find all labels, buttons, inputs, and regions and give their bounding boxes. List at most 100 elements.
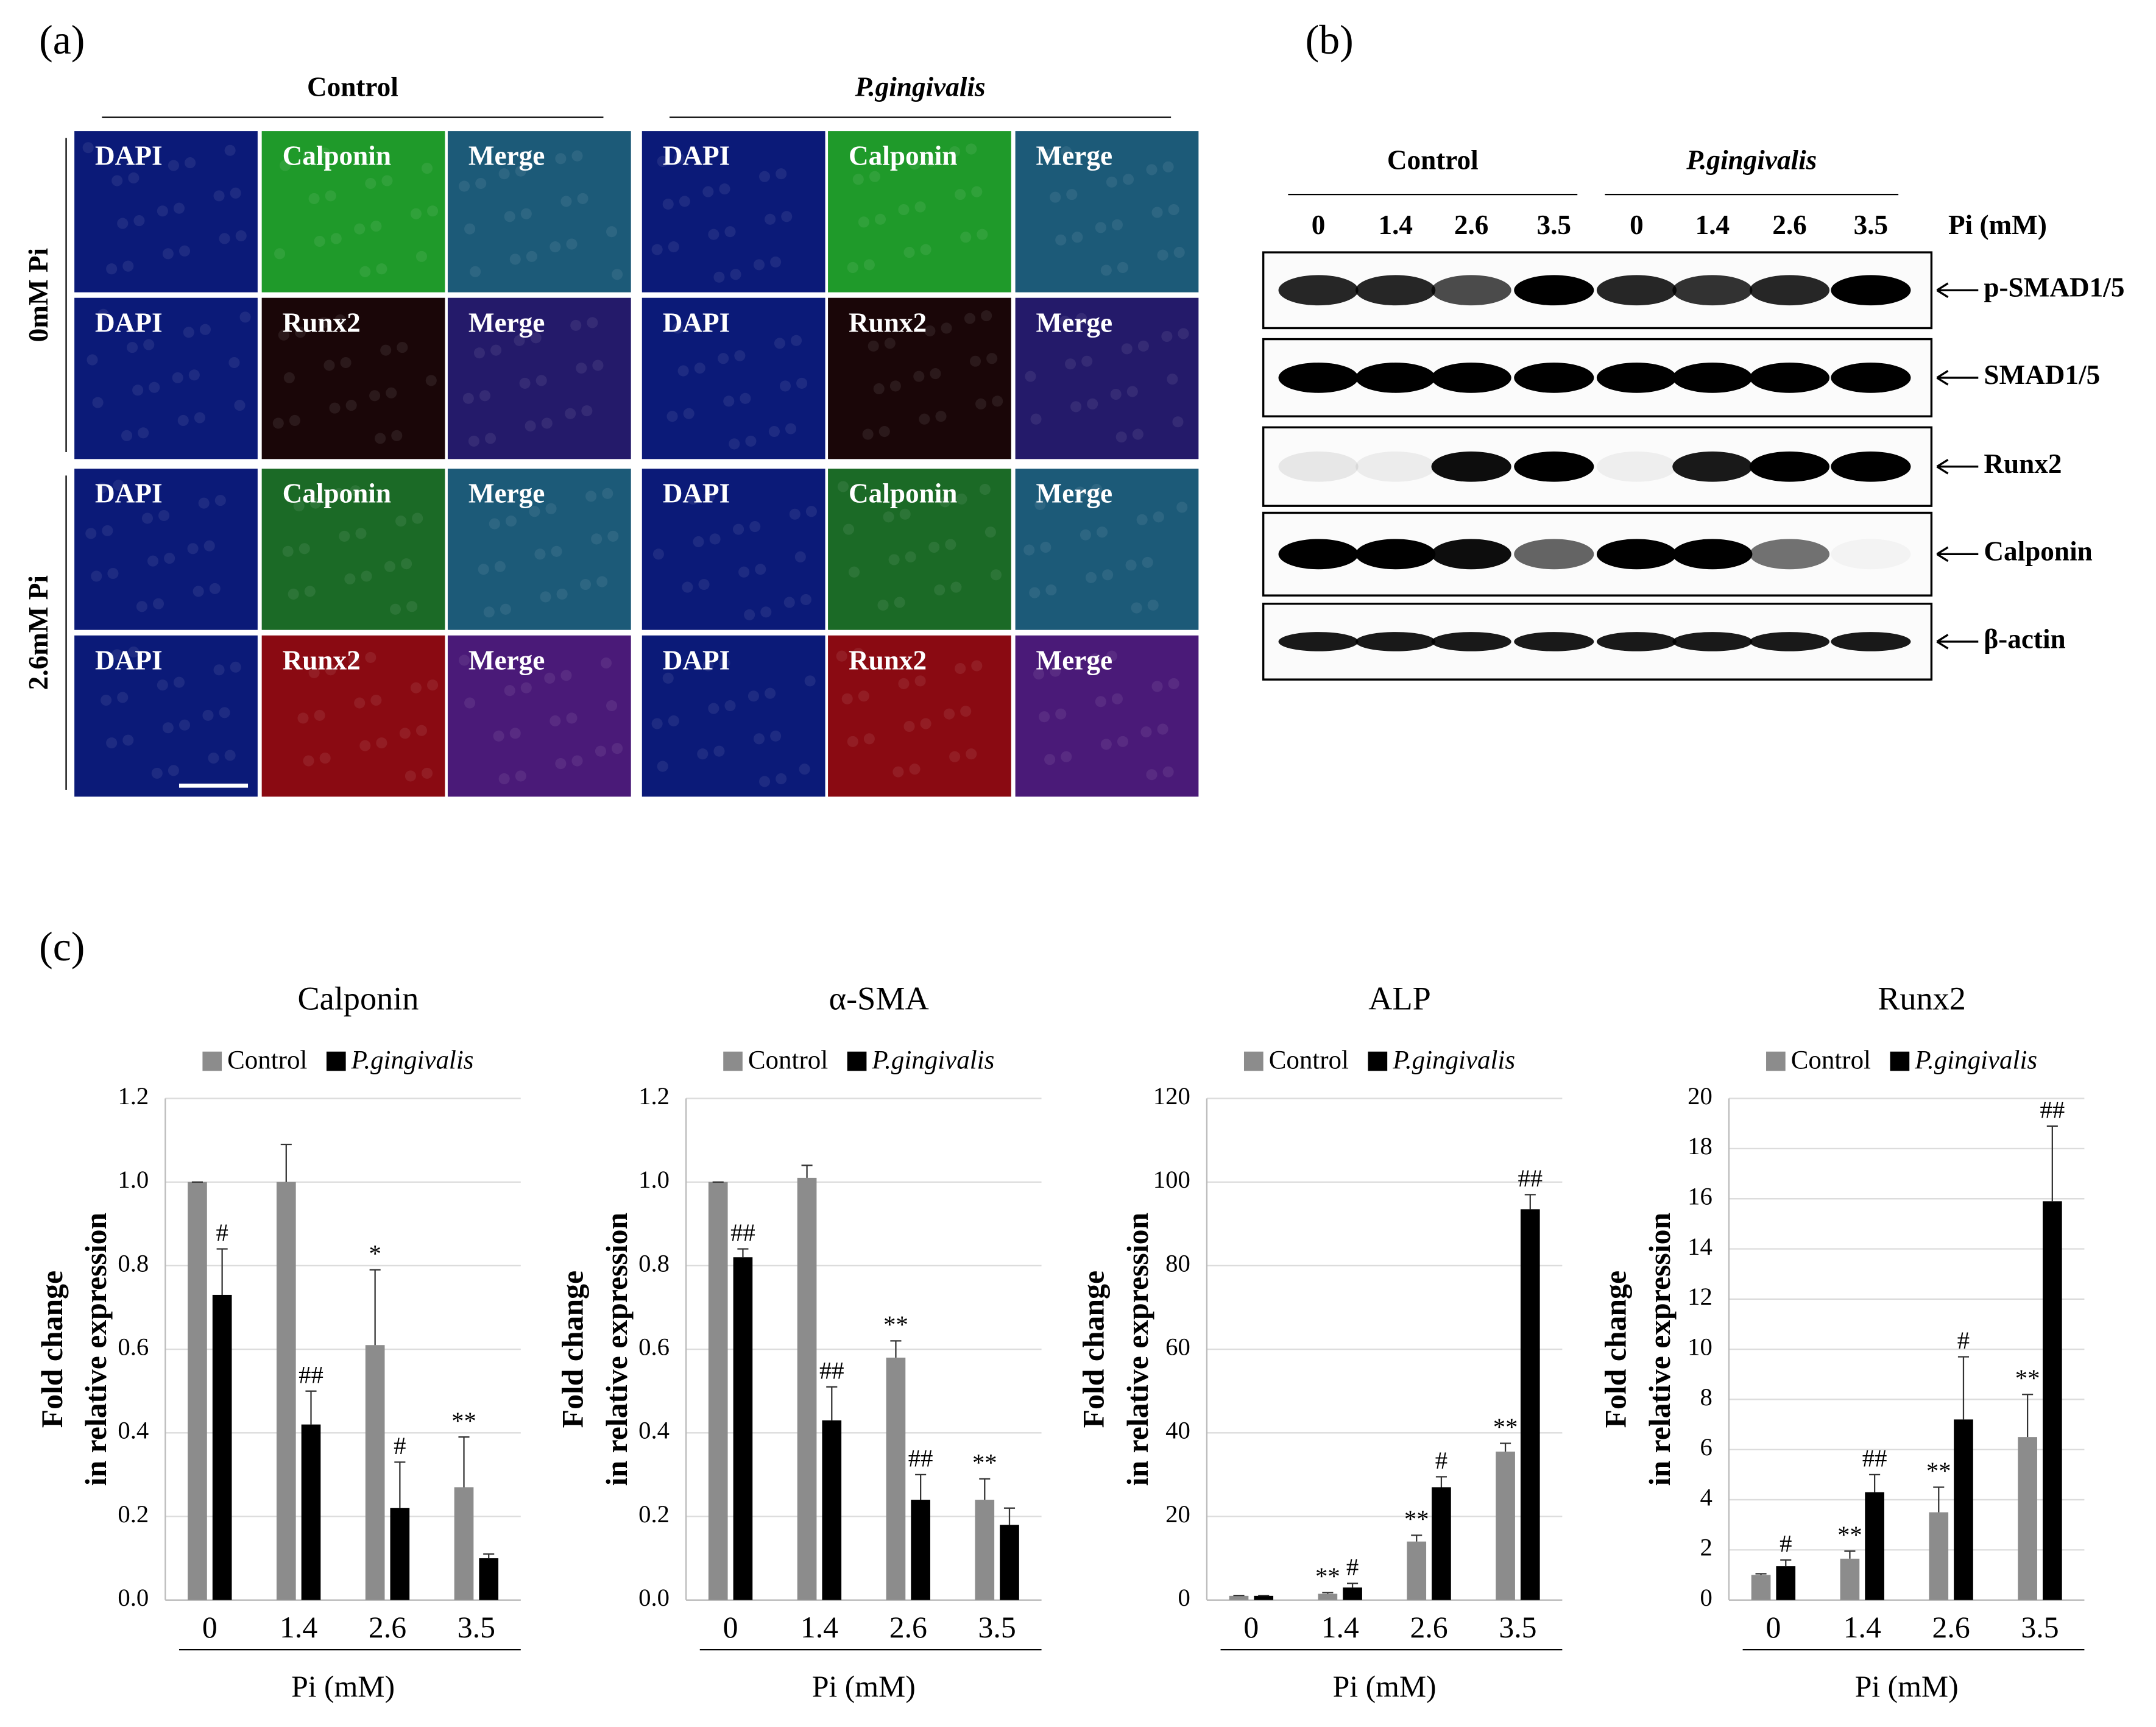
bar	[2018, 1437, 2037, 1600]
bar	[1954, 1419, 1973, 1600]
cell-texture	[702, 660, 714, 672]
cell-texture	[555, 758, 567, 770]
legend-swatch	[1766, 1051, 1786, 1071]
cell-texture	[280, 160, 291, 171]
y-tick-label: 1.2	[638, 1082, 670, 1110]
cell-texture	[493, 730, 504, 742]
cell-texture	[905, 551, 916, 562]
cell-texture	[858, 216, 869, 228]
blot-band	[1278, 275, 1359, 306]
blot-band	[1278, 363, 1359, 393]
cell-texture	[779, 380, 791, 392]
cell-texture	[555, 153, 567, 165]
bar	[276, 1182, 296, 1600]
cell-texture	[1132, 428, 1143, 440]
cell-texture	[529, 506, 540, 517]
blot-band	[1749, 275, 1830, 306]
cell-texture	[380, 344, 392, 356]
cell-texture	[355, 528, 367, 539]
cell-texture	[852, 648, 864, 659]
blot-band	[1278, 632, 1359, 651]
micrograph	[447, 635, 631, 797]
cell-texture	[92, 397, 104, 408]
cell-texture	[979, 484, 991, 495]
cell-texture	[334, 314, 346, 325]
cell-texture	[1146, 164, 1158, 176]
micrograph	[1015, 297, 1199, 459]
cell-texture	[427, 205, 439, 217]
cell-texture	[1090, 484, 1103, 495]
y-tick-label: 100	[1153, 1166, 1190, 1193]
cell-texture	[545, 503, 557, 514]
y-tick-label: 20	[1165, 1500, 1190, 1528]
cell-texture	[138, 427, 149, 439]
cell-texture	[136, 601, 147, 612]
cell-texture	[504, 211, 515, 222]
cell-label: Merge	[468, 141, 545, 171]
cell-texture	[903, 720, 915, 732]
y-axis-label: in relative expression	[79, 1213, 113, 1486]
cell-texture	[730, 269, 741, 280]
cell-texture	[509, 254, 521, 265]
cell-texture	[1076, 313, 1087, 324]
error-bar	[1003, 1507, 1016, 1525]
cell-texture	[293, 500, 305, 512]
cell-label: Merge	[1036, 307, 1113, 338]
cell-texture	[530, 332, 542, 344]
x-tick-label: 1.4	[1321, 1611, 1359, 1644]
cell-texture	[571, 150, 583, 161]
y-tick-label: 0.4	[118, 1417, 149, 1444]
cell-texture	[708, 229, 719, 240]
band-label: Calponin	[1984, 536, 2092, 567]
significance-marker: **	[1404, 1505, 1429, 1533]
cell-texture	[1147, 599, 1159, 611]
cell-texture	[288, 588, 299, 600]
cell-texture	[837, 481, 849, 492]
legend-swatch	[1368, 1051, 1388, 1071]
cell-label: Calponin	[849, 478, 957, 509]
bar	[1229, 1595, 1249, 1600]
cell-texture	[209, 583, 221, 594]
cell-texture	[924, 325, 936, 337]
cell-texture	[789, 508, 801, 520]
cell-texture	[1102, 569, 1114, 581]
cell-texture	[318, 317, 330, 328]
blot-band	[1431, 451, 1511, 482]
cell-texture	[162, 722, 174, 734]
cell-texture	[565, 408, 576, 419]
chart-title: Runx2	[1878, 981, 1966, 1017]
cell-label: Runx2	[283, 645, 361, 675]
cell-texture	[930, 368, 941, 380]
cell-texture	[1085, 572, 1097, 583]
y-axis-label: in relative expression	[1643, 1213, 1677, 1486]
cell-texture	[498, 168, 510, 180]
y-tick-label: 0.2	[118, 1500, 149, 1528]
cell-texture	[955, 189, 966, 200]
blot-band	[1749, 363, 1830, 393]
cell-label: Runx2	[283, 307, 361, 338]
cell-texture	[1136, 514, 1148, 525]
cell-label: DAPI	[663, 478, 730, 509]
micrograph	[261, 635, 445, 797]
arrow	[1936, 370, 1979, 386]
cell-texture	[158, 509, 170, 522]
cell-texture	[193, 586, 204, 597]
bar	[1000, 1525, 1019, 1600]
y-tick-label: 0.2	[638, 1500, 670, 1528]
cell-texture	[990, 569, 1002, 581]
cell-texture	[909, 764, 921, 775]
cell-texture	[157, 679, 168, 691]
cell-texture	[483, 606, 495, 618]
cell-texture	[470, 266, 481, 277]
error-bar	[915, 1473, 927, 1500]
cell-texture	[600, 657, 612, 669]
significance-marker: **	[451, 1407, 476, 1434]
x-tick-label: 3.5	[2021, 1611, 2059, 1644]
arrow	[1936, 282, 1979, 299]
cell-texture	[314, 235, 325, 247]
significance-marker: **	[1837, 1521, 1862, 1548]
x-tick-label: 1.4	[1843, 1611, 1881, 1644]
cell-texture	[1115, 431, 1127, 443]
significance-marker: ##	[819, 1357, 844, 1385]
cell-texture	[673, 153, 685, 165]
